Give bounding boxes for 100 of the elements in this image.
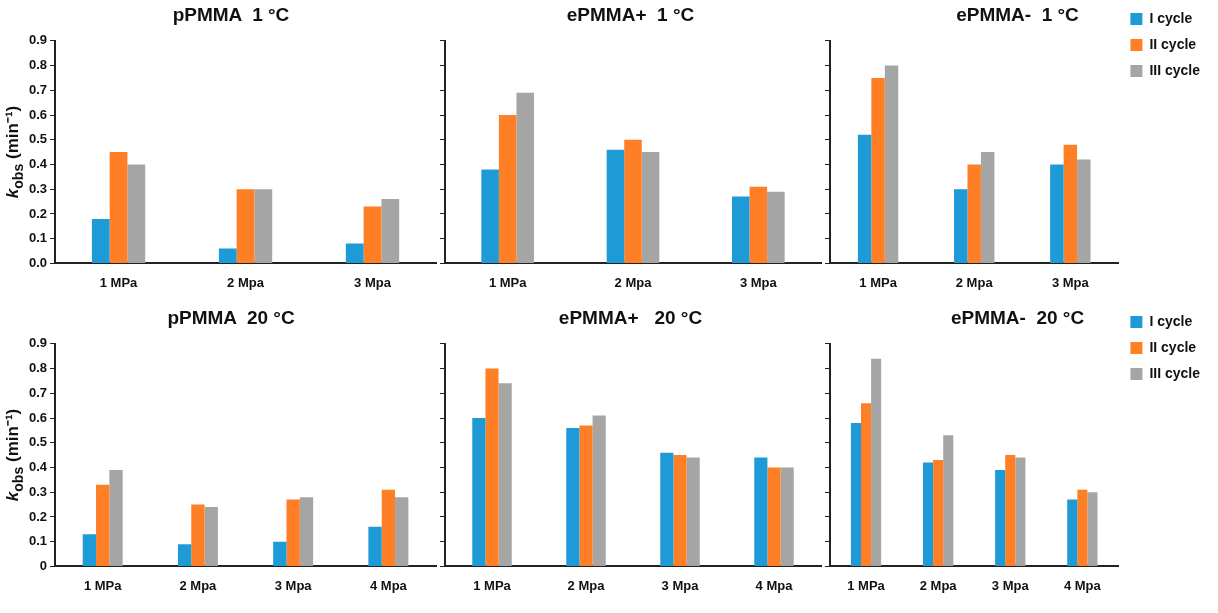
y-tick-label: 0.5 <box>28 131 48 147</box>
chart-title: ePMMA- 1 °C <box>956 3 1080 25</box>
x-tick-label: 2 Mpa <box>179 577 218 593</box>
bar <box>995 469 1006 566</box>
bar <box>767 467 781 566</box>
bar <box>686 457 700 566</box>
y-tick-label: 0.3 <box>28 483 48 499</box>
x-tick-label: 3 Mpa <box>1051 274 1090 290</box>
bar <box>273 541 287 566</box>
x-tick-label: 1 MPa <box>99 274 139 290</box>
bar <box>660 452 674 566</box>
bar <box>91 218 110 263</box>
y-tick-label: 0.0 <box>28 254 48 270</box>
bar <box>780 467 794 566</box>
y-tick-label: 0.3 <box>28 180 48 196</box>
bar <box>109 152 128 263</box>
bar <box>363 206 382 263</box>
x-tick-label: 2 Mpa <box>955 274 994 290</box>
bar <box>381 489 396 566</box>
bar <box>749 186 768 263</box>
bar <box>204 507 218 566</box>
chart-title: ePMMA+ 20 °C <box>558 306 703 328</box>
bar <box>1063 144 1078 263</box>
bar <box>923 462 934 566</box>
chart-title: pPMMA 1 °C <box>172 3 290 25</box>
bar <box>286 499 300 566</box>
legend-label: III cycle <box>1149 364 1201 381</box>
bar <box>673 455 687 566</box>
x-tick-label: 3 Mpa <box>739 274 778 290</box>
bar <box>606 149 625 263</box>
bar <box>498 383 512 566</box>
bar <box>96 484 110 566</box>
y-tick-label: 0.4 <box>28 156 48 172</box>
y-tick-label: 0.2 <box>28 205 48 221</box>
y-tick-label: 0.1 <box>28 533 48 549</box>
y-tick-label: 0.8 <box>28 57 48 73</box>
bar <box>485 368 499 566</box>
bar <box>1050 164 1064 263</box>
legend-label: I cycle <box>1149 312 1193 329</box>
bar <box>1015 457 1026 566</box>
bar <box>1067 499 1078 566</box>
bar <box>109 469 123 566</box>
bar <box>592 415 606 566</box>
x-tick-label: 3 Mpa <box>991 577 1030 593</box>
x-tick-label: 2 Mpa <box>614 274 653 290</box>
bar <box>472 418 486 566</box>
x-tick-label: 4 Mpa <box>755 577 794 593</box>
x-tick-label: 1 MPa <box>473 577 512 593</box>
x-tick-label: 3 Mpa <box>354 274 392 290</box>
bar <box>1087 492 1098 566</box>
bar <box>395 497 409 566</box>
y-tick-label: 0.9 <box>28 32 48 48</box>
chart-title: pPMMA 20 °C <box>167 306 295 328</box>
bar <box>177 544 192 566</box>
x-tick-label: 1 MPa <box>847 577 886 593</box>
bar <box>857 134 872 263</box>
chart-title: ePMMA+ 1 °C <box>566 3 695 25</box>
bar <box>345 243 364 263</box>
x-tick-label: 3 Mpa <box>661 577 700 593</box>
bar <box>871 77 885 263</box>
y-tick-label: 0.6 <box>28 409 48 425</box>
bar <box>1077 489 1088 566</box>
x-tick-label: 2 Mpa <box>919 577 958 593</box>
bar <box>191 504 205 566</box>
y-tick-label: 0.4 <box>28 459 48 475</box>
y-tick-label: 0.9 <box>28 335 48 351</box>
bar <box>732 196 750 263</box>
bar <box>767 191 785 263</box>
y-tick-label: 0 <box>39 557 48 573</box>
y-tick-label: 0.2 <box>28 508 48 524</box>
bar <box>498 115 517 263</box>
bar <box>254 189 273 263</box>
bar <box>218 248 237 263</box>
y-tick-label: 0.7 <box>28 81 48 97</box>
bar <box>884 65 899 263</box>
y-tick-label: 0.7 <box>28 384 48 400</box>
legend-label: II cycle <box>1149 338 1197 355</box>
bar <box>1077 159 1091 263</box>
x-tick-label: 2 Mpa <box>227 274 265 290</box>
bar <box>127 164 146 263</box>
bar <box>236 189 255 263</box>
y-tick-label: 0.6 <box>28 106 48 122</box>
bar <box>481 169 499 263</box>
y-tick-label: 0.1 <box>28 230 48 246</box>
bar <box>943 435 954 566</box>
bar <box>861 403 872 566</box>
legend-label: III cycle <box>1149 61 1201 78</box>
bar <box>641 152 660 263</box>
bar <box>368 526 382 566</box>
x-tick-label: 3 Mpa <box>274 577 313 593</box>
bar <box>82 534 97 566</box>
bar <box>850 422 861 566</box>
y-tick-label: 0.5 <box>28 434 48 450</box>
x-tick-label: 1 MPa <box>83 577 123 593</box>
legend-label: II cycle <box>1149 35 1197 52</box>
x-tick-label: 2 Mpa <box>567 577 606 593</box>
y-tick-label: 0.8 <box>28 360 48 376</box>
bar <box>954 189 968 263</box>
bar <box>516 92 534 263</box>
x-tick-label: 1 MPa <box>488 274 528 290</box>
